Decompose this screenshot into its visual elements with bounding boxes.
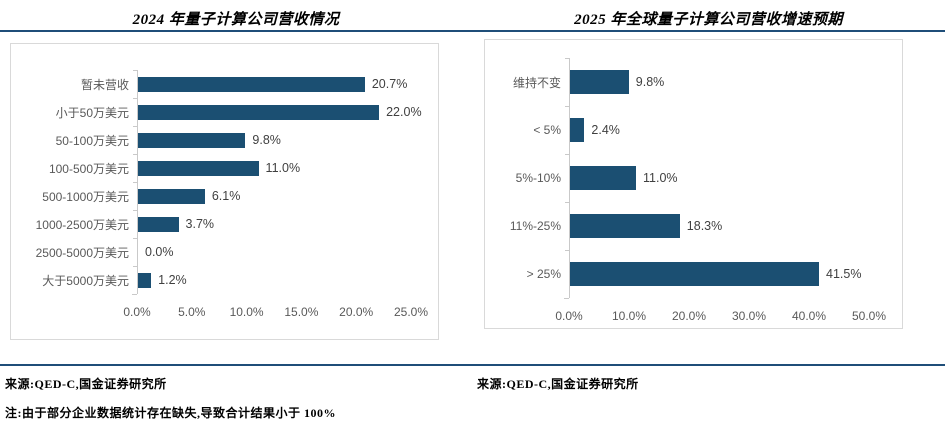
x-tick-label: 25.0% [393,305,429,319]
value-label: 11.0% [643,171,678,185]
x-tick-label: 50.0% [851,309,887,323]
value-label: 41.5% [826,267,862,281]
chart-panel-2025-growth-expectation: 2025 年全球量子计算公司营收增速预期 维持不变 9.8% < 5% 2.4% 5%-… [472,0,945,427]
title-separator-line [0,30,472,32]
bar [138,272,152,288]
bar [138,160,259,176]
x-tick-label: 0.0% [555,309,583,323]
bar-row: 小于50万美元 22.0% [11,98,438,126]
bar-row: 暂未营收 20.7% [11,70,438,98]
bar-track: 22.0% [133,98,438,126]
category-label: < 5% [533,123,561,137]
category-label: 500-1000万美元 [42,189,129,204]
bar [570,70,629,94]
x-tick-label: 20.0% [671,309,707,323]
value-label: 1.2% [158,273,187,287]
bar [570,214,680,238]
bar [138,104,380,120]
x-tick-label: 20.0% [339,305,374,319]
x-tick-label: 0.0% [123,305,151,319]
source-text: 来源:QED-C,国金证券研究所 [5,377,167,391]
category-label: 暂未营收 [80,77,129,92]
x-axis: 0.0% 10.0% 20.0% 30.0% 40.0% 50.0% [555,298,886,330]
title-separator-line [472,30,945,32]
value-label: 9.8% [252,133,281,147]
bar-row: 1000-2500万美元 3.7% [11,210,438,238]
category-label: 100-500万美元 [48,161,129,176]
bar-track: 11.0% [133,154,438,182]
bar-track: 11.0% [565,154,902,202]
bar-row: 11%-25% 18.3% [485,202,902,250]
x-tick-label: 10.0% [229,305,264,319]
chart-plot-area: 维持不变 9.8% < 5% 2.4% 5%-10% 11.0% 11%-25% 18.3% >… [484,39,903,329]
bar [138,188,205,204]
bar [570,118,585,142]
bar-track: 1.2% [133,266,438,294]
category-label: 11%-25% [509,219,561,233]
category-label: 2500-5000万美元 [35,245,129,260]
value-label: 6.1% [211,189,241,203]
category-label: 1000-2500万美元 [35,217,129,232]
x-axis: 0.0% 5.0% 10.0% 15.0% 20.0% 25.0% [123,294,428,326]
note-text: 注:由于部分企业数据统计存在缺失,导致合计结果小于 100% [5,406,336,420]
category-label: > 25% [526,267,561,281]
chart-title: 2025 年全球量子计算公司营收增速预期 [574,12,843,28]
bar [138,132,246,148]
category-label: 维持不变 [512,75,561,90]
value-label: 2.4% [591,123,620,137]
bar-rows: 维持不变 9.8% < 5% 2.4% 5%-10% 11.0% 11%-25% 18.3% >… [485,58,902,298]
category-label: 大于5000万美元 [42,273,129,288]
chart-plot-area: 暂未营收 20.7% 小于50万美元 22.0% 50-100万美元 9.8% 100-50… [10,43,439,340]
bar-row: 500-1000万美元 6.1% [11,182,438,210]
value-label: 9.8% [635,75,665,89]
category-label: 5%-10% [515,171,561,185]
value-label: 3.7% [185,217,215,231]
bar-track: 3.7% [133,210,438,238]
bar-row: > 25% 41.5% [485,250,902,298]
bar-track: 9.8% [565,58,902,106]
x-tick-label: 10.0% [611,309,647,323]
bar-track: 41.5% [565,250,902,298]
bar [570,262,819,286]
chart-panel-2024-revenue: 2024 年量子计算公司营收情况 暂未营收 20.7% 小于50万美元 22.0% 50… [0,0,472,427]
bar-row: 大于5000万美元 1.2% [11,266,438,294]
bar-row: 100-500万美元 11.0% [11,154,438,182]
value-label: 22.0% [386,105,422,119]
bar-track: 0.0% [133,238,438,266]
value-label: 0.0% [145,245,174,259]
category-label: 小于50万美元 [55,105,129,120]
value-label: 18.3% [686,219,723,233]
chart-title: 2024 年量子计算公司营收情况 [132,12,340,28]
footer-left: 来源:QED-C,国金证券研究所 注:由于部分企业数据统计存在缺失,导致合计结果… [0,364,472,421]
value-label: 20.7% [371,77,408,91]
bar-track: 18.3% [565,202,902,250]
source-text: 来源:QED-C,国金证券研究所 [477,377,639,391]
bar-track: 20.7% [133,70,438,98]
bar-row: < 5% 2.4% [485,106,902,154]
bar-track: 6.1% [133,182,438,210]
bar-row: 5%-10% 11.0% [485,154,902,202]
x-tick-label: 40.0% [791,309,827,323]
bar-row: 维持不变 9.8% [485,58,902,106]
bar-row: 2500-5000万美元 0.0% [11,238,438,266]
bar [570,166,636,190]
value-label: 11.0% [265,161,301,175]
bar-track: 9.8% [133,126,438,154]
bar-rows: 暂未营收 20.7% 小于50万美元 22.0% 50-100万美元 9.8% 100-50… [11,70,438,294]
bar-row: 50-100万美元 9.8% [11,126,438,154]
footer-right: 来源:QED-C,国金证券研究所 [472,364,945,392]
bar-track: 2.4% [565,106,902,154]
bar [138,216,179,232]
bar [138,76,365,92]
x-tick-label: 5.0% [178,305,206,319]
category-label: 50-100万美元 [55,133,129,148]
x-tick-label: 30.0% [731,309,767,323]
x-tick-label: 15.0% [284,305,319,319]
